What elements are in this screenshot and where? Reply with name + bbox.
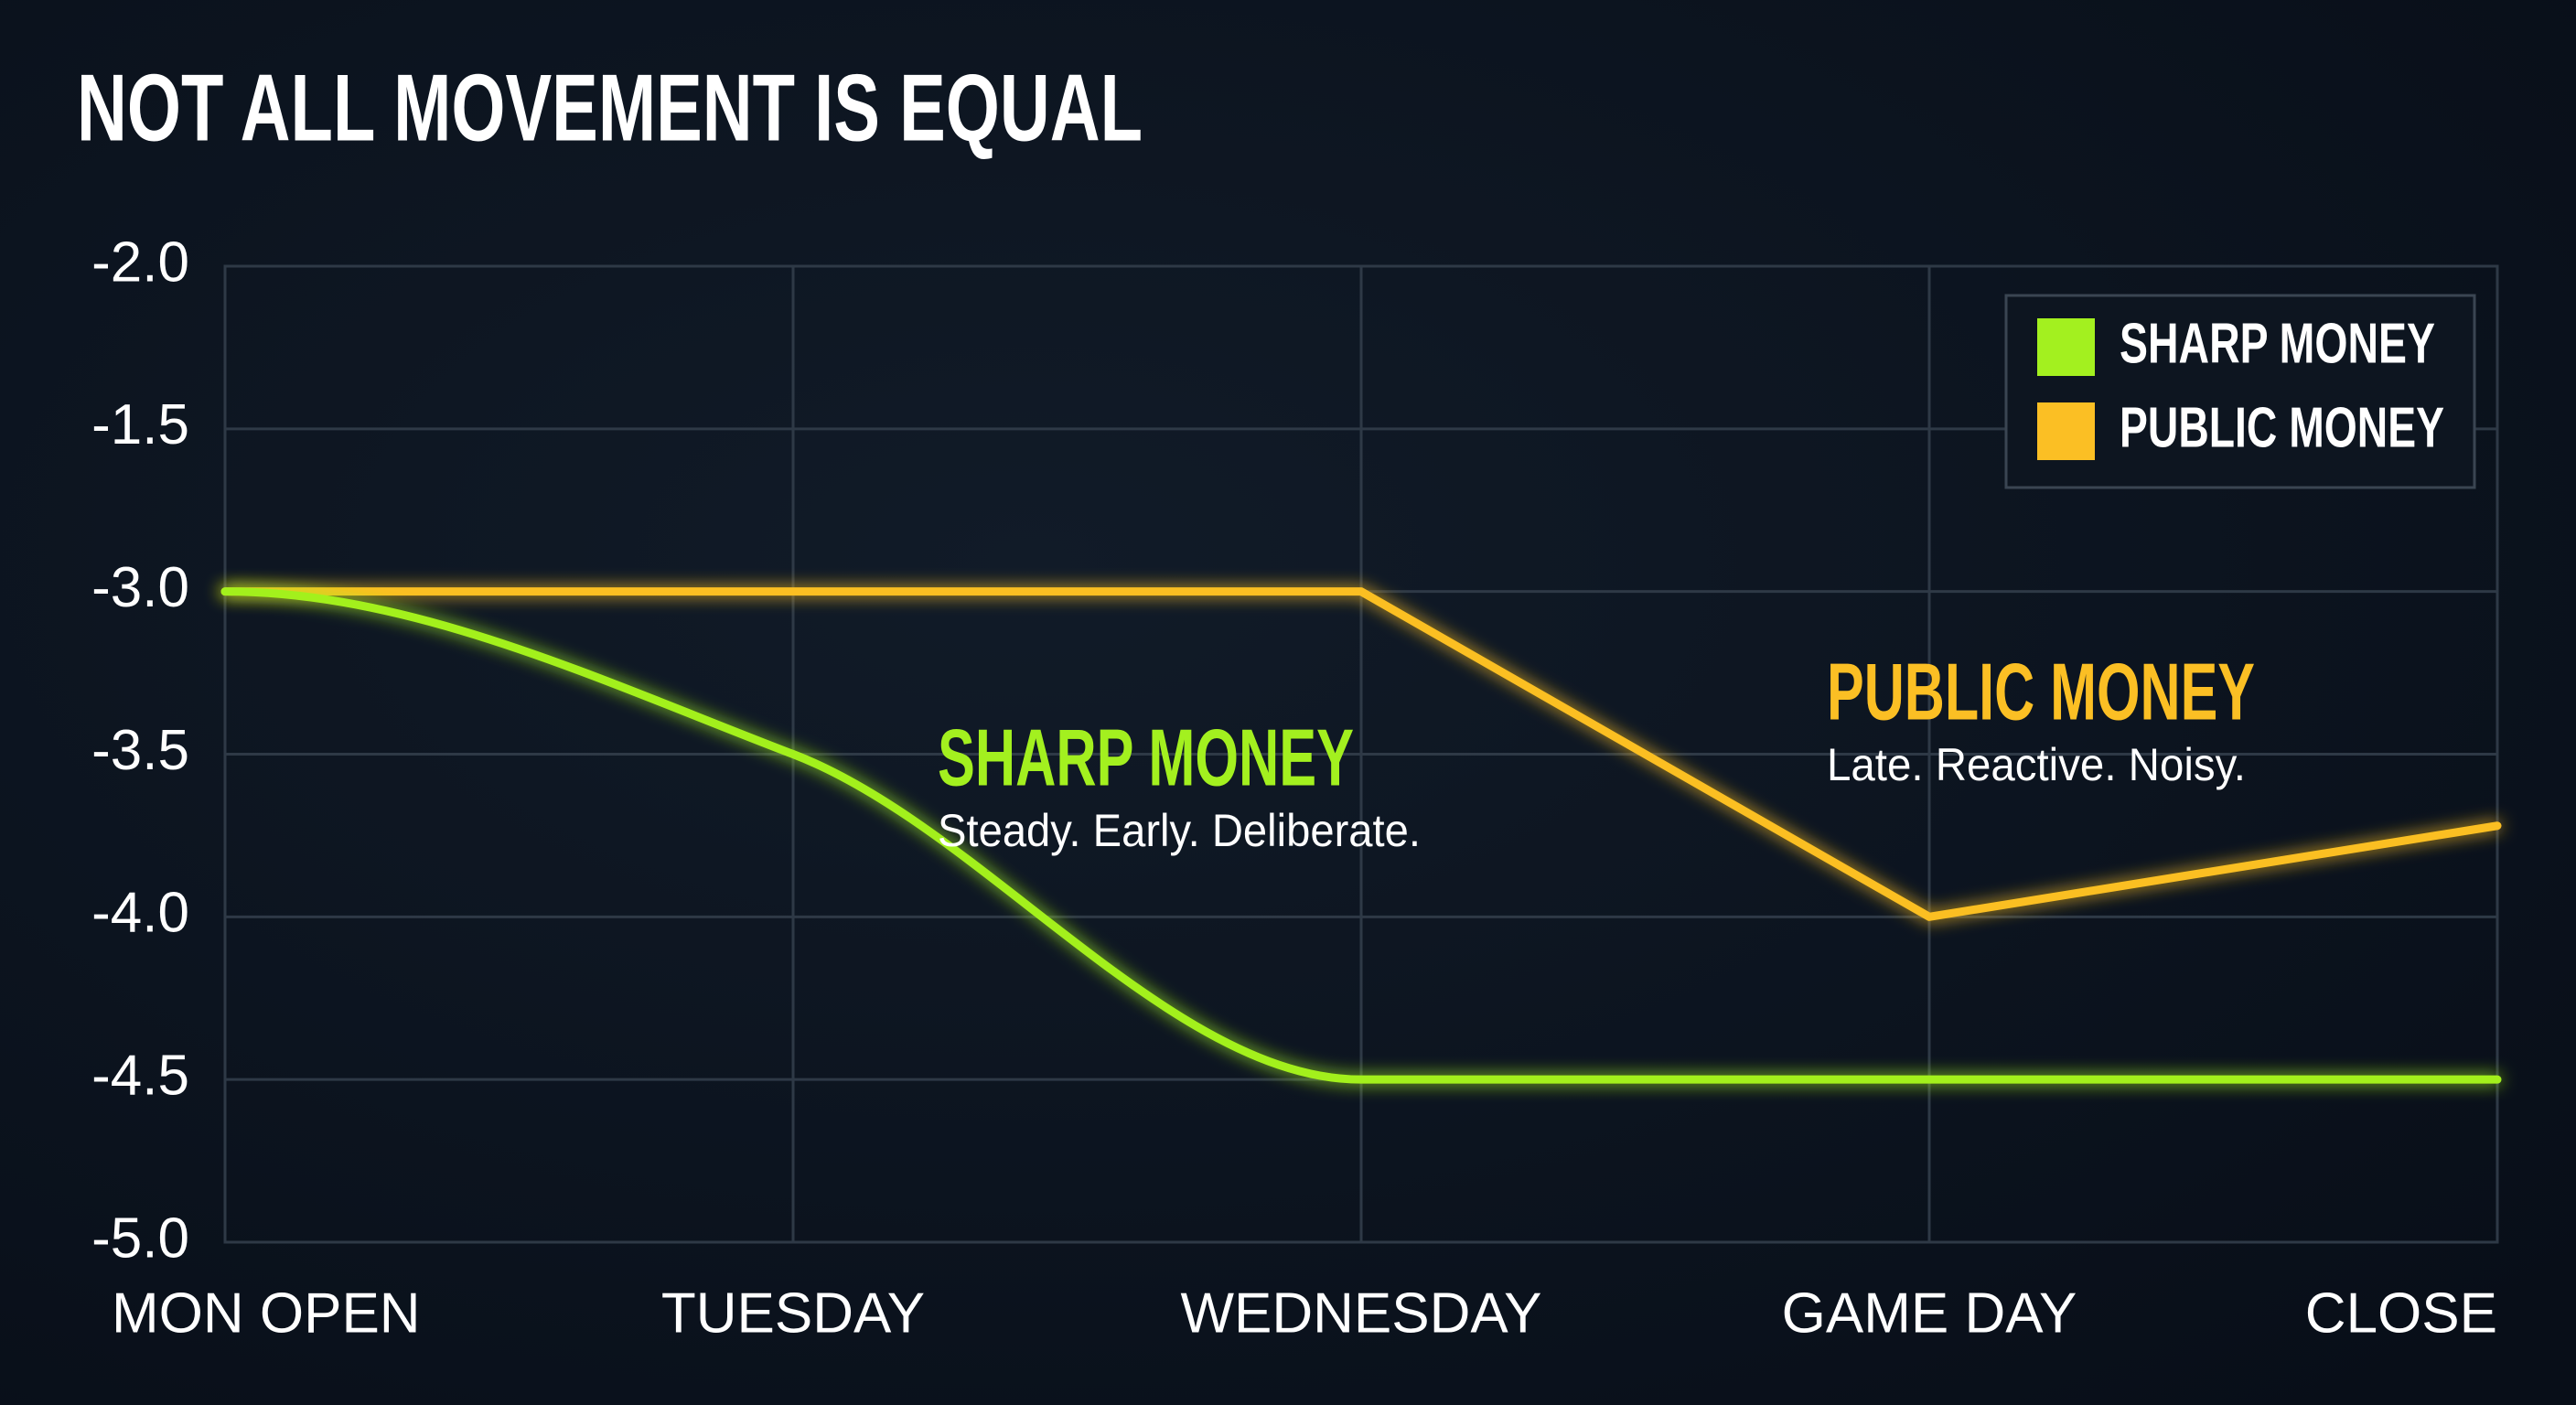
series-line xyxy=(220,587,2502,1084)
x-tick-label: TUESDAY xyxy=(661,1282,925,1345)
legend-label: PUBLIC MONEY xyxy=(2120,396,2444,459)
y-tick-label: -4.0 xyxy=(91,882,189,945)
annotation-title: SHARP MONEY xyxy=(938,712,1354,802)
y-tick-label: -2.0 xyxy=(91,231,189,294)
annotation-text: Late. Reactive. Noisy. xyxy=(1827,739,2246,790)
x-tick-label: WEDNESDAY xyxy=(1180,1282,1541,1345)
annotation-title: PUBLIC MONEY xyxy=(1827,646,2255,736)
y-tick-label: -1.5 xyxy=(91,393,189,456)
y-tick-label: -3.0 xyxy=(91,556,189,619)
annotation-text: Steady. Early. Deliberate. xyxy=(938,805,1421,856)
legend-label: SHARP MONEY xyxy=(2120,312,2435,375)
y-tick-label: -4.5 xyxy=(91,1045,189,1108)
legend-swatch xyxy=(2037,402,2095,460)
series-line xyxy=(220,587,2502,921)
x-tick-label: GAME DAY xyxy=(1782,1282,2077,1345)
x-tick-label: MON OPEN xyxy=(112,1282,421,1345)
chart-title: NOT ALL MOVEMENT IS EQUAL xyxy=(77,55,1143,161)
y-tick-label: -3.5 xyxy=(91,719,189,782)
x-tick-label: CLOSE xyxy=(2305,1282,2497,1345)
y-tick-label: -5.0 xyxy=(91,1207,189,1270)
legend-swatch xyxy=(2037,318,2095,376)
